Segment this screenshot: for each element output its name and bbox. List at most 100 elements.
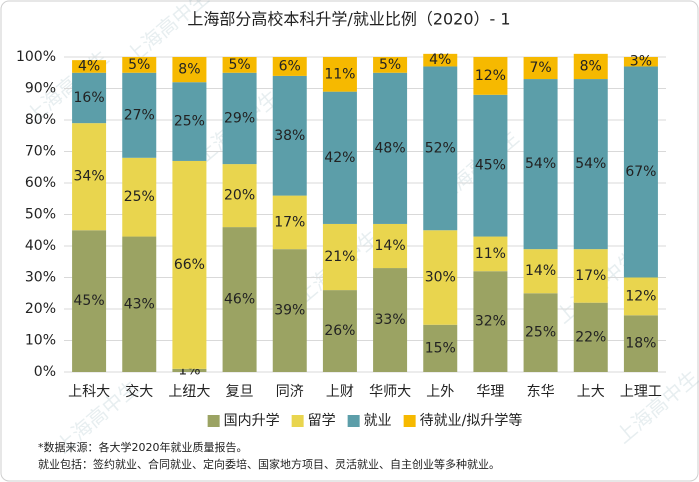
bar-segment [122, 236, 157, 372]
bar-segment [122, 72, 157, 158]
y-tick-label: 90% [25, 81, 56, 97]
bar-segment [322, 57, 357, 92]
bar-segment [272, 249, 307, 372]
data-label: 30% [425, 270, 456, 286]
bar-segment [523, 79, 558, 250]
data-label: 38% [274, 128, 305, 144]
data-label: 4% [429, 52, 451, 68]
bar-segment [423, 230, 458, 325]
bar-segment [222, 227, 257, 372]
bar-segment [373, 268, 408, 372]
chart-title: 上海部分高校本科升学/就业比例（2020）- 1 [187, 10, 510, 29]
y-tick-label: 30% [25, 270, 56, 286]
data-label: 54% [525, 156, 556, 172]
legend: 国内升学 留学 就业 待就业/拟升学等 [207, 412, 523, 429]
bar-segment [623, 315, 658, 372]
bar-segment [122, 157, 157, 237]
bar-segment [423, 66, 458, 231]
x-tick-label: 上外 [426, 384, 454, 400]
bar-segment [272, 195, 307, 250]
bar-segment [172, 368, 207, 372]
data-label: 48% [375, 140, 406, 156]
bar-segment [523, 57, 558, 80]
bar-segment [523, 293, 558, 372]
y-tick-label: 10% [25, 333, 56, 349]
y-tick-label: 100% [16, 49, 56, 65]
data-label: 34% [74, 169, 105, 185]
legend-label: 就业 [364, 413, 392, 429]
x-tick-label: 上理工 [620, 384, 662, 400]
data-label: 21% [324, 249, 355, 265]
bar-segment [72, 123, 107, 231]
data-label: 5% [128, 57, 150, 73]
bar-segment [222, 164, 257, 228]
note: *数据来源：各大学2020年就业质量报告。 [38, 440, 248, 454]
data-label: 45% [74, 293, 105, 309]
data-label: 11% [324, 66, 355, 82]
data-label: 32% [475, 314, 506, 330]
x-tick-label: 华师大 [369, 384, 411, 400]
x-tick-label: 上财 [326, 384, 354, 400]
x-tick-label: 上纽大 [168, 384, 210, 400]
y-tick-label: 60% [25, 175, 56, 191]
bar-segment [172, 57, 207, 83]
x-tick-label: 华理 [476, 384, 504, 400]
x-tick-label: 交大 [125, 383, 153, 400]
bar-segment [272, 57, 307, 76]
bar-segment [72, 72, 107, 124]
data-label: 8% [178, 62, 200, 78]
legend-label: 国内升学 [224, 413, 280, 429]
data-label: 33% [375, 312, 406, 328]
data-label: 25% [525, 325, 556, 341]
note: 就业包括：签约就业、合同就业、定向委培、国家地方项目、灵活就业、自主创业等多种就… [38, 457, 500, 471]
bar-segment [423, 324, 458, 372]
y-tick-label: 40% [25, 238, 56, 254]
bar-segment [222, 72, 257, 165]
y-tick-label: 80% [25, 112, 56, 128]
bar-segment [72, 60, 107, 73]
data-label: 6% [279, 58, 301, 74]
bar-segment [573, 79, 608, 250]
bar-segment [373, 72, 408, 224]
bar-segment [72, 230, 107, 372]
bar-segment [222, 57, 257, 73]
data-label: 25% [174, 114, 205, 130]
bar-segment [322, 91, 357, 224]
data-label: 4% [78, 58, 100, 74]
bar-segment [573, 302, 608, 372]
data-label: 12% [475, 68, 506, 84]
data-label: 66% [174, 257, 205, 273]
x-tick-label: 同济 [276, 384, 304, 400]
x-tick-label: 复旦 [226, 383, 254, 400]
data-label: 17% [575, 268, 606, 284]
y-tick-label: 50% [25, 207, 56, 223]
data-label: 43% [124, 296, 155, 312]
legend-label: 待就业/拟升学等 [420, 412, 523, 429]
data-label: 7% [529, 60, 551, 76]
data-label: 12% [625, 288, 656, 304]
bar-segment [623, 57, 658, 67]
data-label: 26% [324, 323, 355, 339]
bar-segment [172, 160, 207, 369]
bar-segment [623, 277, 658, 316]
data-label: 22% [575, 329, 606, 345]
x-tick-label: 上大 [577, 384, 605, 400]
bar-segment [322, 290, 357, 372]
bar-segment [373, 223, 408, 269]
bar-segment [172, 82, 207, 161]
bar-segment [423, 53, 458, 67]
data-label: 5% [228, 57, 250, 73]
legend-swatch [347, 415, 360, 427]
data-label: 52% [425, 140, 456, 156]
data-label: 45% [475, 158, 506, 174]
y-tick-label: 70% [25, 144, 56, 160]
legend-swatch [207, 415, 220, 427]
data-label: 18% [625, 336, 656, 352]
data-label: 67% [625, 164, 656, 180]
legend-swatch [291, 415, 304, 427]
bar-segment [623, 66, 658, 278]
data-label: 29% [224, 110, 255, 126]
data-label: 14% [375, 238, 406, 254]
data-label: 46% [224, 292, 255, 308]
